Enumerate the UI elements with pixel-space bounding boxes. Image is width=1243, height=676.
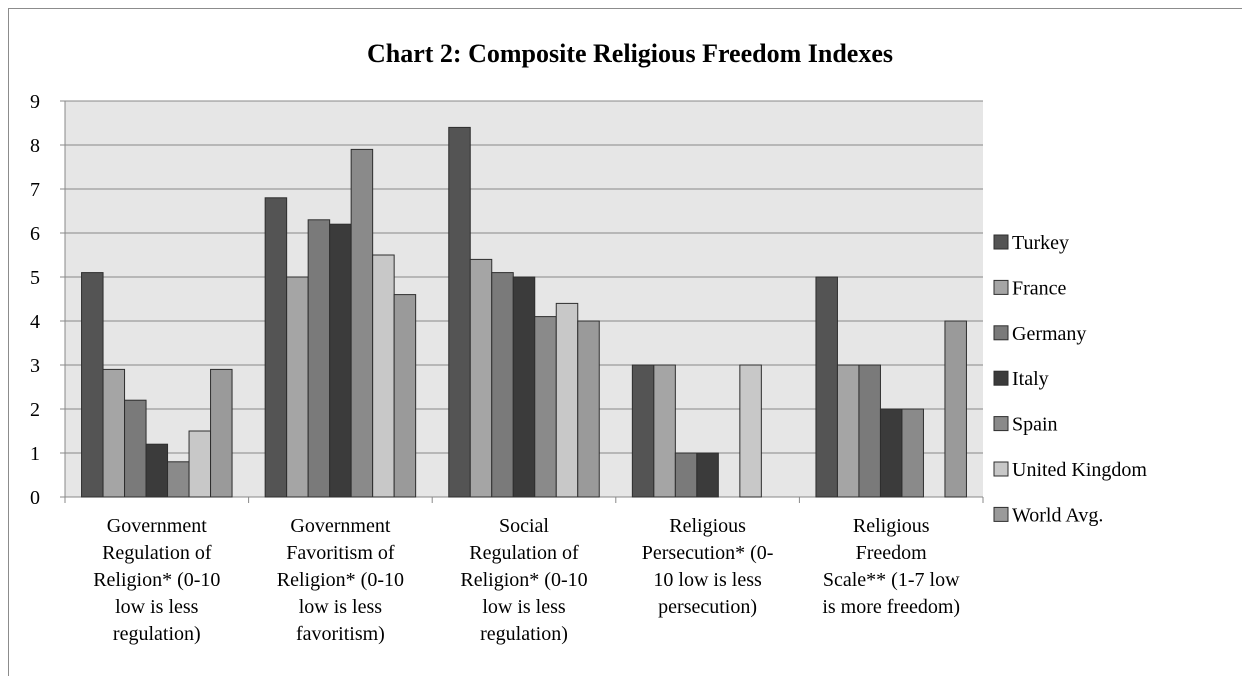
y-tick-label: 2 (30, 399, 40, 421)
y-tick-label: 3 (30, 355, 40, 377)
x-category-label: low is less (115, 596, 199, 618)
x-category-label: low is less (299, 596, 383, 618)
x-category-label: regulation) (113, 623, 201, 645)
bar-italy (329, 223, 352, 498)
legend: Turkey France Germany Italy Spain United King… (993, 232, 1147, 526)
x-category-label: Government (107, 515, 207, 537)
bar-germany (307, 219, 331, 498)
x-category-label: Regulation of (469, 542, 579, 564)
bar-world-avg- (944, 320, 967, 498)
x-category-label: regulation) (480, 623, 568, 645)
bar-italy (879, 408, 903, 498)
bar-italy (145, 443, 169, 498)
bar-turkey (448, 126, 471, 498)
bar-italy (696, 452, 719, 498)
x-category-label: Social (499, 515, 549, 537)
y-tick-label: 9 (30, 91, 40, 113)
y-tick-label: 4 (30, 311, 40, 333)
y-tick-label: 6 (30, 223, 40, 245)
x-category-label: Scale** (1-7 low (823, 569, 960, 591)
x-category-label: Government (290, 515, 390, 537)
bar-france (836, 364, 860, 498)
bar-spain (350, 148, 374, 498)
x-category-label: Persecution* (0- (642, 542, 774, 564)
bar-united-kingdom (188, 430, 212, 498)
legend-swatch (993, 506, 1009, 522)
bar-world-avg- (393, 294, 417, 498)
x-category-label: Regulation of (102, 542, 212, 564)
x-category-label: favoritism) (296, 623, 385, 645)
bar-germany (124, 399, 147, 498)
bar-germany (491, 272, 514, 498)
y-tick-label: 5 (30, 267, 40, 289)
bar-spain (534, 316, 557, 498)
chart-title: Chart 2: Composite Religious Freedom Ind… (367, 39, 893, 68)
bar-united-kingdom (372, 254, 395, 498)
plot-area: 0 1 2 3 4 5 6 7 8 9 Government Regulation of Religio… (30, 91, 984, 645)
bar-turkey (815, 276, 838, 498)
bar-germany (858, 364, 881, 498)
x-category-label: persecution) (658, 596, 757, 618)
x-category-label: Favoritism of (286, 542, 395, 564)
chart-frame (8, 8, 1242, 676)
legend-label: World Avg. (1012, 504, 1103, 526)
x-category-label: Religion* (0-10 (277, 569, 404, 591)
legend-swatch (993, 325, 1009, 341)
bar-france (286, 276, 309, 498)
y-tick-label: 8 (30, 135, 40, 157)
y-tick-label: 0 (30, 487, 40, 509)
legend-swatch (993, 370, 1009, 386)
y-tick-label: 1 (30, 443, 40, 465)
legend-label: Turkey (1012, 232, 1069, 254)
x-category-label: Religious (853, 515, 930, 537)
bar-turkey (264, 197, 288, 498)
x-category-label: is more freedom) (822, 596, 960, 618)
bar-united-kingdom (555, 302, 579, 498)
legend-swatch (993, 416, 1009, 432)
x-category-label: Religion* (0-10 (460, 569, 587, 591)
x-category-label: low is less (482, 596, 566, 618)
bar-france (653, 364, 676, 498)
y-tick-label: 7 (30, 179, 40, 201)
legend-label: Italy (1012, 368, 1049, 390)
bar-france (469, 258, 493, 498)
x-category-label: Freedom (856, 542, 928, 564)
bar-germany (674, 452, 698, 498)
legend-label: Spain (1012, 414, 1058, 436)
x-category-label: 10 low is less (653, 569, 762, 591)
x-category-label: Religion* (0-10 (93, 569, 220, 591)
bar-italy (512, 276, 536, 498)
bar-spain (901, 408, 924, 498)
bar-world-avg- (577, 320, 600, 498)
bar-united-kingdom (739, 364, 762, 498)
bar-spain (167, 461, 190, 498)
legend-swatch (993, 461, 1009, 477)
legend-label: France (1012, 277, 1067, 299)
bar-france (102, 368, 126, 498)
legend-swatch (993, 234, 1009, 250)
bar-turkey (81, 272, 104, 498)
legend-label: United Kingdom (1012, 459, 1147, 481)
bar-turkey (631, 364, 655, 498)
legend-swatch (993, 279, 1009, 295)
x-category-label: Religious (669, 515, 746, 537)
bar-world-avg- (210, 368, 233, 498)
legend-label: Germany (1012, 323, 1086, 345)
